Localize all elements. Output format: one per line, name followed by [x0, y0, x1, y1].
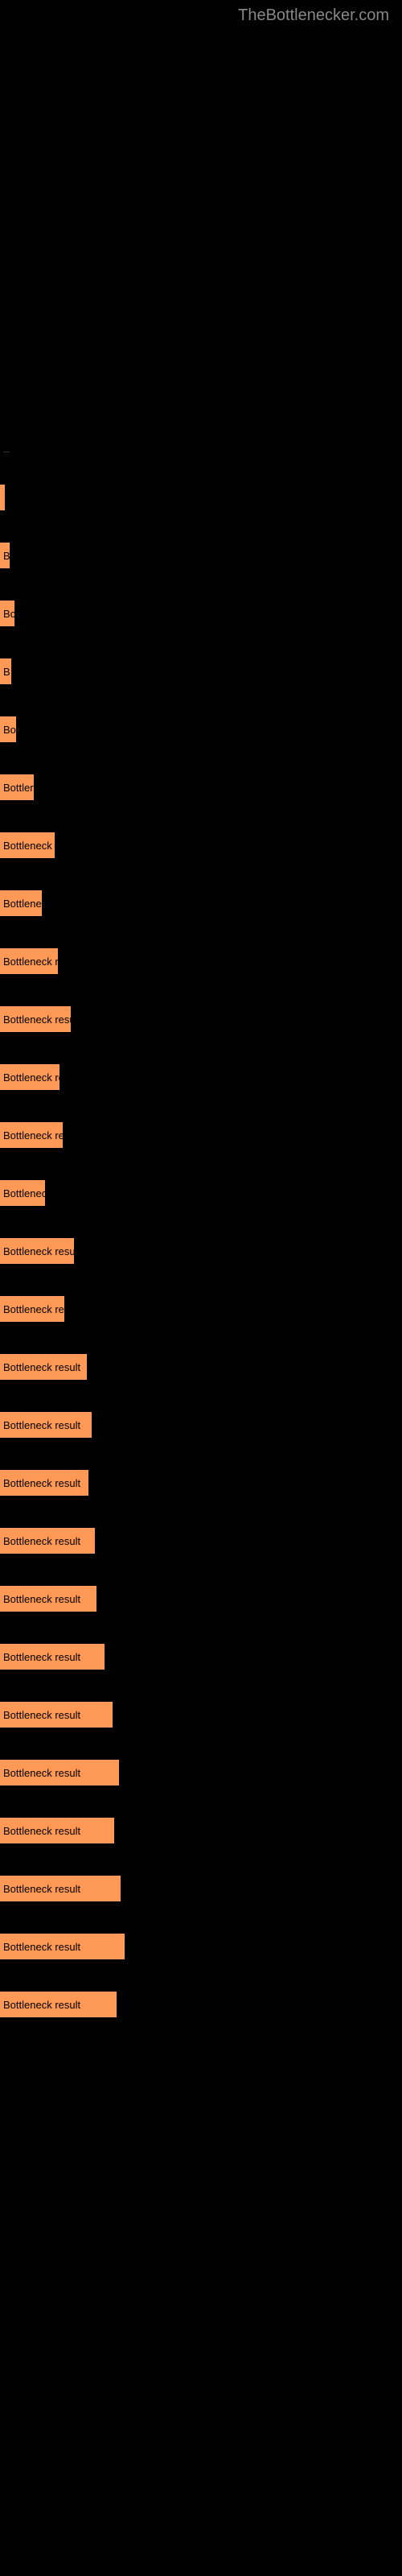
- bar-row: Bottleneck re: [0, 948, 402, 974]
- bar: Bo: [0, 601, 14, 626]
- bar: Bottleneck re: [0, 948, 58, 974]
- bar-row: Bo: [0, 716, 402, 742]
- bar-row: Bottleneck r: [0, 832, 402, 858]
- bar-label: Bottleneck res: [3, 1303, 64, 1315]
- bar-row: Bottleneck: [0, 1180, 402, 1206]
- bar-label: B: [3, 550, 10, 562]
- bar-row: Bottleneck result: [0, 1412, 402, 1438]
- bar-row: Bottleneck result: [0, 1006, 402, 1032]
- bar-label: Bottleneck result: [3, 1245, 74, 1257]
- bar: B: [0, 658, 11, 684]
- bar: Bottlenec: [0, 890, 42, 916]
- bar-row: Bo: [0, 601, 402, 626]
- bar-row: Bottleneck result: [0, 1528, 402, 1554]
- watermark-text: TheBottlenecker.com: [0, 0, 402, 25]
- bar-row: Bottleneck result: [0, 1470, 402, 1496]
- bar-row: Bottleneck result: [0, 1992, 402, 2017]
- bar-row: B: [0, 543, 402, 568]
- bar: Bottleneck res: [0, 1122, 63, 1148]
- bar-row: Bottleneck result: [0, 1354, 402, 1380]
- bar-row: Bottleneck result: [0, 1644, 402, 1670]
- bar-label: Bottleneck result: [3, 1013, 71, 1026]
- bar-row: Bottleneck result: [0, 1934, 402, 1959]
- bar-label: Bottleneck r: [3, 840, 55, 852]
- bar: Bottleneck result: [0, 1876, 121, 1901]
- bar-label: Bottleneck result: [3, 1477, 80, 1489]
- bar-label: B: [3, 666, 10, 678]
- bar-label: Bottleneck result: [3, 1883, 80, 1895]
- bar-row: B: [0, 658, 402, 684]
- bar-row: Bottleneck result: [0, 1760, 402, 1785]
- bar: Bottleneck re: [0, 1064, 59, 1090]
- bar-label: Bottleneck res: [3, 1129, 63, 1141]
- bar-row: Bottlenec: [0, 890, 402, 916]
- bar-label: Bottlen: [3, 782, 34, 794]
- bar: Bottleneck result: [0, 1760, 119, 1785]
- bar: Bottleneck result: [0, 1412, 92, 1438]
- bar: Bottleneck result: [0, 1354, 87, 1380]
- bar: [0, 485, 5, 510]
- bar-label: Bottleneck result: [3, 1651, 80, 1663]
- bar: Bottleneck result: [0, 1586, 96, 1612]
- bar-label: Bottleneck re: [3, 1071, 59, 1084]
- bar: Bottleneck r: [0, 832, 55, 858]
- bar-row: Bottleneck result: [0, 1702, 402, 1728]
- bar-label: Bottleneck result: [3, 1361, 80, 1373]
- bar-row: Bottleneck result: [0, 1586, 402, 1612]
- bar: Bottleneck result: [0, 1818, 114, 1843]
- bar-row: Bottleneck result: [0, 1238, 402, 1264]
- bar-row: Bottleneck res: [0, 1296, 402, 1322]
- bar: Bottleneck result: [0, 1934, 125, 1959]
- bar-label: Bottleneck re: [3, 956, 58, 968]
- bar-row: Bottleneck result: [0, 1876, 402, 1901]
- bar-row: Bottleneck result: [0, 1818, 402, 1843]
- bar-label: Bottleneck: [3, 1187, 45, 1199]
- bar: Bottleneck res: [0, 1296, 64, 1322]
- bar: Bottleneck result: [0, 1528, 95, 1554]
- bar: Bottlen: [0, 774, 34, 800]
- bar-label: Bottleneck result: [3, 1709, 80, 1721]
- bar: Bottleneck result: [0, 1702, 113, 1728]
- bar-label: Bo: [3, 608, 14, 620]
- bar: Bottleneck result: [0, 1470, 88, 1496]
- bar-label: Bottleneck result: [3, 1999, 80, 2011]
- chart-container: B Bo B Bo Bottlen Bottleneck r Bottlenec Bottle…: [0, 25, 402, 2066]
- bar-label: Bo: [3, 724, 16, 736]
- bar: Bottleneck: [0, 1180, 45, 1206]
- bar-row: Bottleneck re: [0, 1064, 402, 1090]
- bar-label: Bottleneck result: [3, 1419, 80, 1431]
- bar: Bottleneck result: [0, 1992, 117, 2017]
- bar-row: Bottleneck res: [0, 1122, 402, 1148]
- bar-label: Bottlenec: [3, 898, 42, 910]
- bar: Bottleneck result: [0, 1006, 71, 1032]
- bars-container: B Bo B Bo Bottlen Bottleneck r Bottlenec Bottle…: [0, 485, 402, 2017]
- bar: Bottleneck result: [0, 1644, 105, 1670]
- bar-label: Bottleneck result: [3, 1593, 80, 1605]
- bar: Bo: [0, 716, 16, 742]
- bar-row: Bottlen: [0, 774, 402, 800]
- bar-label: Bottleneck result: [3, 1825, 80, 1837]
- bar: Bottleneck result: [0, 1238, 74, 1264]
- bar-row: [0, 485, 402, 510]
- bar-label: Bottleneck result: [3, 1941, 80, 1953]
- bar: B: [0, 543, 10, 568]
- bar-label: Bottleneck result: [3, 1535, 80, 1547]
- bar-label: Bottleneck result: [3, 1767, 80, 1779]
